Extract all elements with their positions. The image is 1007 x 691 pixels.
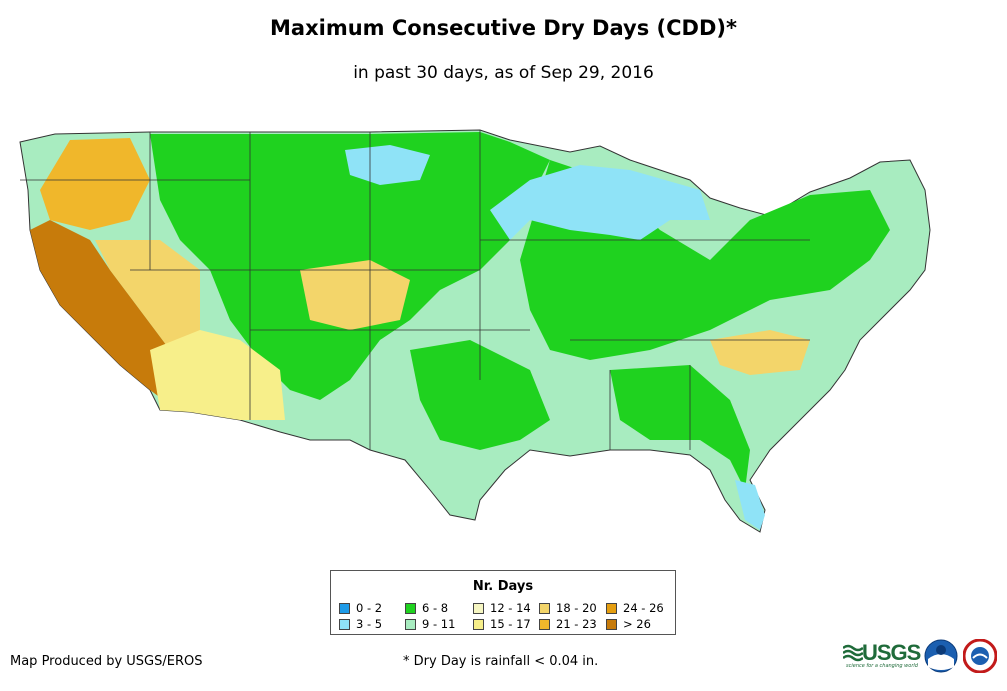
usgs-wave-icon (843, 644, 863, 662)
usgs-tagline: science for a changing world (846, 663, 918, 669)
legend-swatch (606, 602, 617, 614)
legend-label: 6 - 8 (422, 601, 449, 615)
legend-label: 0 - 2 (356, 601, 383, 615)
region-green-gulf (610, 365, 750, 490)
state-borders (20, 130, 810, 450)
legend-item: > 26 (606, 617, 651, 631)
legend-swatch (539, 602, 550, 614)
region-dry-pacific (30, 220, 190, 405)
legend-swatch (405, 618, 416, 630)
legend-label: 9 - 11 (422, 617, 456, 631)
legend-item: 24 - 26 (606, 601, 664, 615)
region-cyan-lakes (490, 165, 710, 240)
map-subtitle: in past 30 days, as of Sep 29, 2016 (353, 63, 654, 83)
legend-swatch (339, 618, 350, 630)
legend-label: 3 - 5 (356, 617, 383, 631)
region-cyan-florida (735, 480, 765, 530)
region-dry-great-basin (95, 240, 200, 350)
legend-title: Nr. Days (472, 579, 534, 594)
noaa-logo-icon (924, 639, 958, 673)
legend-label: 15 - 17 (490, 617, 531, 631)
region-dry-arizona (150, 330, 285, 420)
region-green-south (410, 340, 550, 450)
legend-label: 18 - 20 (556, 601, 597, 615)
credit-text: Map Produced by USGS/EROS (10, 654, 203, 669)
footnote-text: * Dry Day is rainfall < 0.04 in. (403, 654, 599, 669)
legend-label: 12 - 14 (490, 601, 531, 615)
legend-swatch (606, 618, 617, 630)
legend-item: 0 - 2 (339, 601, 382, 615)
legend-item: 15 - 17 (473, 617, 531, 631)
legend-item: 12 - 14 (473, 601, 531, 615)
legend-item: 18 - 20 (539, 601, 597, 615)
region-dry-oregon (40, 138, 150, 230)
us-dry-days-map (19, 129, 931, 533)
legend-swatch (339, 602, 350, 614)
legend-item: 6 - 8 (405, 601, 448, 615)
legend-label: 21 - 23 (556, 617, 597, 631)
legend-item: 3 - 5 (339, 617, 382, 631)
legend-label: > 26 (623, 617, 651, 631)
legend: Nr. Days 0 - 2 3 - 5 6 - 8 9 - 11 12 - 1… (330, 570, 676, 635)
legend-label: 24 - 26 (623, 601, 664, 615)
legend-swatch (473, 602, 484, 614)
region-cyan-north (345, 145, 430, 185)
legend-swatch (405, 602, 416, 614)
map-title: Maximum Consecutive Dry Days (CDD)* (270, 16, 737, 40)
region-dry-colorado (300, 260, 410, 330)
nws-logo-icon (963, 639, 997, 673)
legend-swatch (539, 618, 550, 630)
legend-swatch (473, 618, 484, 630)
usgs-logo-text: USGS (862, 640, 921, 665)
legend-item: 21 - 23 (539, 617, 597, 631)
legend-item: 9 - 11 (405, 617, 455, 631)
region-dry-carolinas (710, 330, 810, 375)
